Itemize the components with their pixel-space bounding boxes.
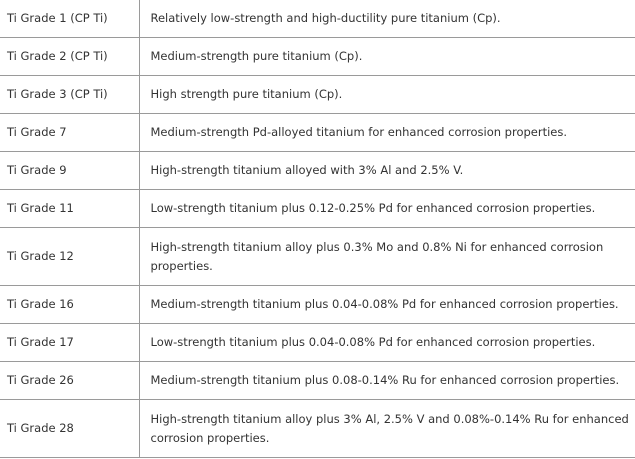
description-cell: High-strength titanium alloy plus 3% Al,… xyxy=(138,399,635,458)
description-cell: Medium-strength titanium plus 0.04-0.08%… xyxy=(138,285,635,324)
grade-cell: Ti Grade 1 (CP Ti) xyxy=(0,0,140,38)
grade-cell: Ti Grade 9 xyxy=(0,151,140,190)
table-row: Ti Grade 12 High-strength titanium alloy… xyxy=(0,227,635,286)
table-row: Ti Grade 1 (CP Ti) Relatively low-streng… xyxy=(0,0,635,38)
grade-cell: Ti Grade 16 xyxy=(0,285,140,324)
grade-cell: Ti Grade 7 xyxy=(0,113,140,152)
description-cell: High-strength titanium alloyed with 3% A… xyxy=(138,151,635,190)
table-row: Ti Grade 7 Medium-strength Pd-alloyed ti… xyxy=(0,113,635,152)
description-cell: High-strength titanium alloy plus 0.3% M… xyxy=(138,227,635,286)
description-cell: Low-strength titanium plus 0.04-0.08% Pd… xyxy=(138,323,635,362)
description-cell: Relatively low-strength and high-ductili… xyxy=(138,0,635,38)
grade-cell: Ti Grade 2 (CP Ti) xyxy=(0,37,140,76)
table-row: Ti Grade 17 Low-strength titanium plus 0… xyxy=(0,323,635,362)
grade-cell: Ti Grade 3 (CP Ti) xyxy=(0,75,140,114)
table-row: Ti Grade 28 High-strength titanium alloy… xyxy=(0,399,635,458)
description-cell: Low-strength titanium plus 0.12-0.25% Pd… xyxy=(138,189,635,228)
grade-cell: Ti Grade 11 xyxy=(0,189,140,228)
grade-cell: Ti Grade 17 xyxy=(0,323,140,362)
description-cell: Medium-strength Pd-alloyed titanium for … xyxy=(138,113,635,152)
table-row: Ti Grade 11 Low-strength titanium plus 0… xyxy=(0,189,635,228)
table-row: Ti Grade 3 (CP Ti) High strength pure ti… xyxy=(0,75,635,114)
table-row: Ti Grade 9 High-strength titanium alloye… xyxy=(0,151,635,190)
table-row: Ti Grade 26 Medium-strength titanium plu… xyxy=(0,361,635,400)
grade-cell: Ti Grade 12 xyxy=(0,227,140,286)
description-cell: High strength pure titanium (Cp). xyxy=(138,75,635,114)
table-row: Ti Grade 2 (CP Ti) Medium-strength pure … xyxy=(0,37,635,76)
description-cell: Medium-strength titanium plus 0.08-0.14%… xyxy=(138,361,635,400)
table-row: Ti Grade 16 Medium-strength titanium plu… xyxy=(0,285,635,324)
grade-cell: Ti Grade 26 xyxy=(0,361,140,400)
description-cell: Medium-strength pure titanium (Cp). xyxy=(138,37,635,76)
grade-cell: Ti Grade 28 xyxy=(0,399,140,458)
